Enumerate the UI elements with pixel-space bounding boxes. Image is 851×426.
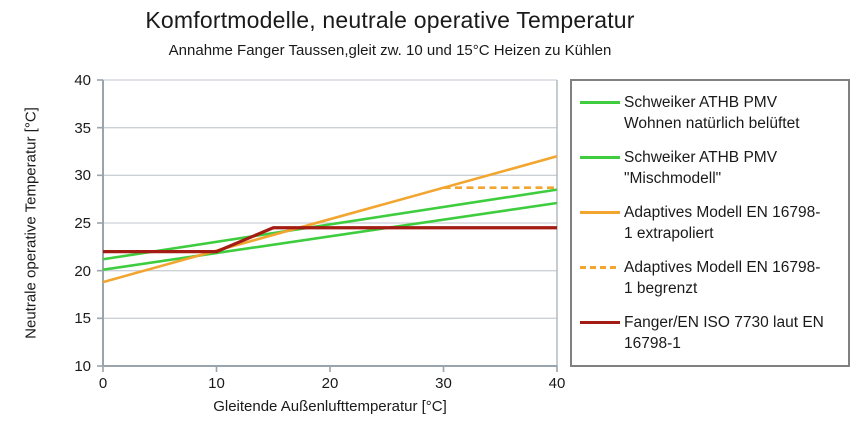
y-tick-label: 40 — [74, 72, 91, 89]
y-tick-label: 10 — [74, 358, 91, 375]
legend-item-fanger: Fanger/EN ISO 7730 laut EN 16798-1 — [580, 312, 844, 354]
plot-area — [97, 79, 558, 372]
y-tick-label: 15 — [74, 310, 91, 328]
y-tick-label: 25 — [74, 215, 91, 232]
chart-title: Komfortmodelle, neutrale operative Tempe… — [145, 7, 635, 33]
y-tick-label: 20 — [74, 262, 91, 280]
legend-label: Schweiker ATHB PMV Wohnen natürlich belü… — [624, 94, 800, 132]
legend-label: Schweiker ATHB PMV "Mischmodell" — [624, 149, 778, 187]
legend-label: Adaptives Modell EN 16798- 1 begrenzt — [624, 259, 821, 297]
x-tick-label: 0 — [98, 375, 108, 392]
legend-label: Fanger/EN ISO 7730 laut EN 16798-1 — [624, 314, 824, 352]
legend-item-schweiker-mischmodell: Schweiker ATHB PMV "Mischmodell" — [580, 147, 844, 189]
y-tick-label: 30 — [74, 167, 91, 185]
legend-line-swatch-green — [580, 156, 620, 159]
legend-line-swatch-green — [580, 101, 620, 104]
x-tick-label: 20 — [321, 375, 339, 392]
legend-line-swatch-darkred — [580, 321, 620, 324]
x-tick-label: 10 — [208, 375, 225, 392]
x-axis-title: Gleitende Außenlufttemperatur [°C] — [213, 398, 447, 415]
legend-label: Adaptives Modell EN 16798- 1 extrapolier… — [624, 204, 821, 242]
legend-line-swatch-orange — [580, 211, 620, 214]
x-tick-label: 30 — [435, 375, 452, 392]
y-axis-title: Neutrale operative Temperatur [°C] — [22, 107, 40, 339]
chart-subtitle: Annahme Fanger Taussen,gleit zw. 10 und … — [168, 42, 612, 59]
x-tick-label: 40 — [548, 375, 566, 392]
legend-item-schweiker-wohnen: Schweiker ATHB PMV Wohnen natürlich belü… — [580, 92, 844, 134]
y-tick-label: 35 — [74, 119, 91, 137]
legend-item-adaptiv-extrapoliert: Adaptives Modell EN 16798- 1 extrapolier… — [580, 202, 844, 244]
legend: Schweiker ATHB PMV Wohnen natürlich belü… — [570, 79, 850, 367]
legend-item-adaptiv-begrenzt: Adaptives Modell EN 16798- 1 begrenzt — [580, 257, 844, 299]
legend-line-swatch-orange-dashed — [580, 266, 620, 269]
